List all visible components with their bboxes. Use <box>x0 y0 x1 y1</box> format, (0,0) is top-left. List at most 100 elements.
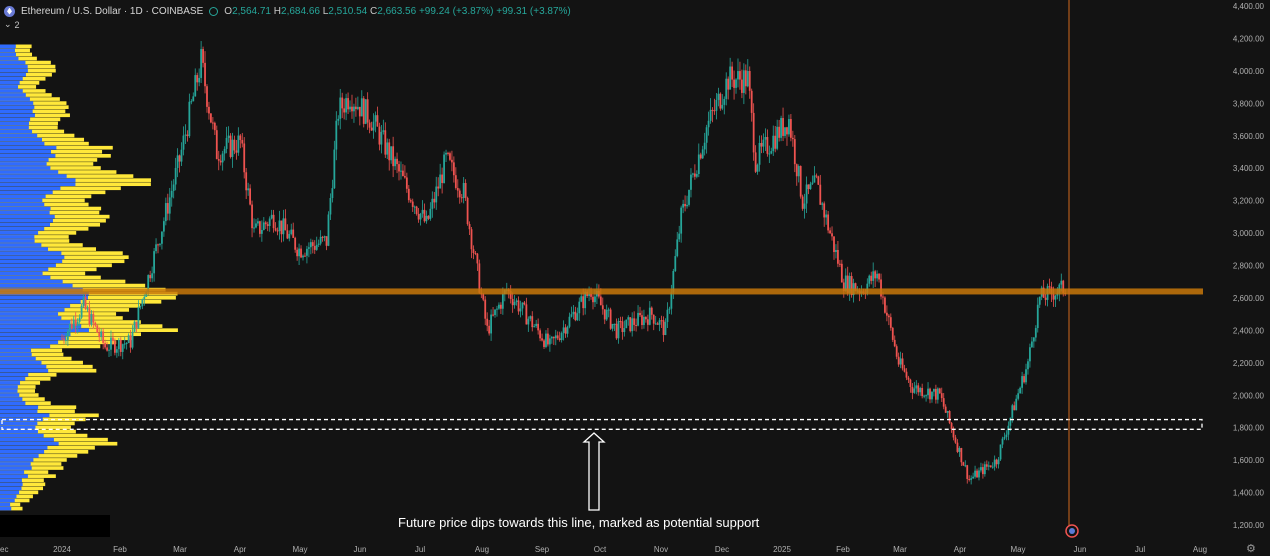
candle-body <box>660 320 663 322</box>
candle-body <box>776 126 779 149</box>
candle-body <box>98 332 101 338</box>
candle-body <box>198 77 201 83</box>
candle-body <box>764 137 767 140</box>
candle-body <box>968 478 971 480</box>
candle-body <box>650 307 653 315</box>
candle-body <box>562 327 565 333</box>
candle-body <box>321 236 324 238</box>
candle-body <box>970 478 973 480</box>
gear-icon[interactable]: ⚙ <box>1246 543 1256 555</box>
candle-body <box>797 166 800 177</box>
x-tick-label: May <box>292 545 307 554</box>
candle-body <box>294 237 297 250</box>
candle-body <box>331 188 334 198</box>
candle-body <box>123 343 126 345</box>
candle-body <box>476 253 479 264</box>
symbol-title[interactable]: Ethereum / U.S. Dollar · 1D · COINBASE <box>21 5 204 17</box>
candle-body <box>456 187 459 191</box>
candle-body <box>484 299 487 319</box>
candle-body <box>789 119 792 138</box>
y-tick-label: 2,600.00 <box>1233 294 1265 303</box>
candle-body <box>985 464 988 467</box>
candle-body <box>780 118 782 138</box>
candle-body <box>274 228 277 231</box>
candle-body <box>280 220 283 235</box>
candle-body <box>848 276 851 293</box>
volume-bar-buy <box>0 413 50 418</box>
candle-body <box>270 214 273 219</box>
candle-body <box>944 406 947 413</box>
volume-bar-buy <box>0 316 62 320</box>
candle-body <box>933 388 935 392</box>
event-marker-icon <box>1065 524 1079 538</box>
candle-body <box>360 98 363 117</box>
candle-body <box>1023 376 1025 383</box>
candle-body <box>913 388 916 393</box>
candle-body <box>668 308 671 310</box>
candle-body <box>162 221 165 232</box>
candle-body <box>942 398 945 407</box>
candle-body <box>901 358 904 369</box>
volume-bar-buy <box>0 397 23 401</box>
candle-body <box>725 78 728 99</box>
candle-body <box>233 139 236 151</box>
candle-body <box>895 346 898 357</box>
candle-body <box>613 323 616 325</box>
candle-body <box>887 315 890 318</box>
candle-body <box>74 319 77 326</box>
volume-bar-buy <box>0 462 31 466</box>
volume-bar-buy <box>0 247 49 251</box>
x-tick-label: Aug <box>1193 545 1207 554</box>
candle-body <box>492 314 494 316</box>
candle-body <box>805 184 808 204</box>
candle-body <box>443 154 445 183</box>
indicators-toggle[interactable]: ⌄ 2 <box>4 19 20 30</box>
volume-bar-buy <box>0 295 88 300</box>
candle-body <box>639 312 641 316</box>
volume-bar-buy <box>0 454 39 458</box>
candle-body <box>976 470 978 478</box>
candle-body <box>891 327 894 340</box>
candle-body <box>496 308 498 310</box>
candle-body <box>746 71 749 87</box>
candle-body <box>302 255 304 258</box>
candle-body <box>392 146 395 167</box>
candle-body <box>531 316 534 328</box>
candle-body <box>372 121 375 131</box>
candle-body <box>556 335 559 339</box>
volume-bar-buy <box>0 275 51 280</box>
volume-bar-buy <box>0 336 67 341</box>
volume-bar-buy <box>0 44 16 49</box>
volume-bar-buy <box>0 162 47 166</box>
candle-body <box>637 312 639 326</box>
candle-body <box>840 263 843 283</box>
candle-body <box>931 391 933 400</box>
candle-body <box>592 296 594 303</box>
candle-body <box>574 311 577 321</box>
candle-body <box>995 459 998 465</box>
candle-body <box>572 311 575 315</box>
candle-body <box>137 307 140 328</box>
candle-body <box>405 177 408 189</box>
volume-bar-buy <box>0 360 42 365</box>
candle-body <box>599 296 602 306</box>
candle-body <box>398 164 400 172</box>
volume-bar-buy <box>0 449 45 454</box>
candle-body <box>817 176 820 185</box>
ethereum-icon <box>4 5 15 17</box>
candle-body <box>684 203 686 207</box>
candle-body <box>868 275 871 284</box>
candle-body <box>400 170 402 172</box>
candle-body <box>452 162 455 176</box>
candle-body <box>907 377 910 380</box>
x-tick-label: Jun <box>1074 545 1087 554</box>
candle-body <box>221 153 224 163</box>
volume-bar-buy <box>0 470 25 474</box>
y-tick-label: 1,200.00 <box>1233 521 1265 530</box>
candle-body <box>1052 294 1055 300</box>
candle-body <box>719 93 722 109</box>
volume-bar-buy <box>0 158 49 162</box>
candle-body <box>190 101 193 103</box>
candle-body <box>788 119 790 135</box>
